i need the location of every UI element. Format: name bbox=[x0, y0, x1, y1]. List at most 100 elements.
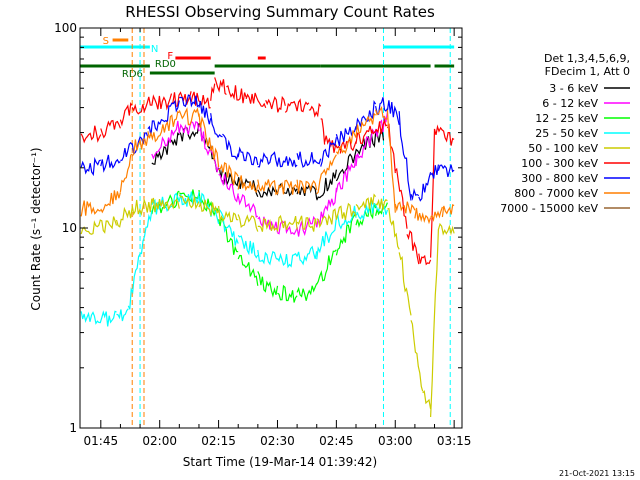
series-6-12-kev bbox=[151, 111, 388, 237]
legend-entry-label: 800 - 7000 keV bbox=[514, 187, 598, 200]
series-segment bbox=[316, 154, 337, 195]
series-segment bbox=[198, 192, 220, 224]
series-segment bbox=[324, 135, 341, 153]
legend-entry-label: 50 - 100 keV bbox=[528, 142, 598, 155]
axes: 1 10 100 01:45 02:00 02:15 02:30 02:45 03:00 03:1… bbox=[54, 21, 471, 448]
series-segment bbox=[218, 214, 239, 255]
series-segment bbox=[119, 102, 133, 127]
series-segment bbox=[277, 284, 298, 303]
x-tick-label: 02:00 bbox=[142, 434, 177, 448]
series-segment bbox=[406, 229, 420, 265]
series-800-7000-kev bbox=[80, 106, 455, 225]
series-segment bbox=[355, 112, 376, 137]
series-segment bbox=[151, 93, 173, 111]
series-segment bbox=[214, 77, 227, 96]
y-tick-label: 100 bbox=[54, 21, 77, 35]
series-segment bbox=[178, 120, 200, 135]
series-segment bbox=[355, 193, 377, 211]
series-segment bbox=[265, 95, 286, 113]
series-segment bbox=[218, 161, 239, 186]
series-segment bbox=[131, 197, 153, 216]
series-segment bbox=[296, 151, 322, 168]
series-segment bbox=[386, 109, 396, 213]
legend-entry-label: 100 - 300 keV bbox=[521, 157, 598, 170]
series-segment bbox=[147, 99, 180, 136]
series-segment bbox=[198, 125, 220, 173]
series-segment bbox=[316, 169, 337, 201]
series-segment bbox=[422, 390, 432, 410]
series-segment bbox=[296, 215, 318, 232]
series-segment bbox=[276, 179, 298, 195]
series-segment bbox=[237, 146, 259, 166]
series-segment bbox=[375, 111, 388, 137]
series-segment bbox=[151, 120, 180, 160]
legend-entry-label: 300 - 800 keV bbox=[521, 172, 598, 185]
series-segment bbox=[296, 183, 318, 200]
series-segment bbox=[80, 156, 102, 177]
series-300-800-kev bbox=[80, 94, 455, 202]
series-segment bbox=[222, 133, 239, 161]
series-segment bbox=[198, 113, 220, 168]
series-segment bbox=[131, 135, 149, 157]
x-tick-label: 02:30 bbox=[260, 434, 295, 448]
series-segment bbox=[198, 199, 220, 216]
series-segment bbox=[371, 118, 388, 135]
series-segment bbox=[80, 125, 102, 144]
series-segment bbox=[296, 245, 318, 266]
series-segment bbox=[375, 97, 388, 116]
series-segment bbox=[284, 98, 310, 113]
series-segment bbox=[218, 208, 239, 246]
series-segment bbox=[237, 254, 259, 286]
legend-header-line: FDecim 1, Att 0 bbox=[545, 65, 630, 78]
legend-entry-label: 25 - 50 keV bbox=[535, 127, 598, 140]
series-segment bbox=[276, 252, 298, 269]
series-segment bbox=[257, 217, 278, 232]
series-segment bbox=[178, 123, 200, 142]
series-segment bbox=[100, 154, 121, 173]
series-segment bbox=[437, 222, 455, 236]
x-axis-label: Start Time (19-Mar-14 01:39:42) bbox=[183, 455, 377, 469]
series-segment bbox=[210, 83, 216, 101]
series-segment bbox=[277, 219, 298, 236]
legend-entry-label: 12 - 25 keV bbox=[535, 112, 598, 125]
series-segment bbox=[355, 100, 377, 130]
series-segment bbox=[387, 207, 400, 250]
series-segment bbox=[115, 206, 133, 228]
series-segment bbox=[147, 110, 180, 143]
series-segment bbox=[119, 153, 133, 193]
series-segment bbox=[316, 187, 337, 228]
flag-label-s: S bbox=[103, 36, 109, 47]
x-tick-label: 02:15 bbox=[201, 434, 236, 448]
series-segment bbox=[335, 143, 365, 182]
series-segment bbox=[430, 206, 443, 222]
series-segment bbox=[398, 111, 412, 201]
series-segment bbox=[430, 164, 439, 179]
series-segment bbox=[257, 249, 278, 266]
series-segment bbox=[430, 128, 436, 258]
timestamp: 21-Oct-2021 13:15 bbox=[559, 469, 635, 478]
y-tick-label: 10 bbox=[62, 221, 77, 235]
series-segment bbox=[151, 192, 180, 215]
series-segment bbox=[276, 214, 298, 232]
series-segment bbox=[430, 229, 439, 418]
series-segment bbox=[178, 107, 200, 126]
series-segment bbox=[418, 253, 432, 266]
chart-title: RHESSI Observing Summary Count Rates bbox=[125, 3, 435, 21]
series-segment bbox=[218, 205, 239, 223]
series-segment bbox=[441, 204, 455, 218]
series-segment bbox=[218, 173, 239, 203]
series-segment bbox=[296, 283, 318, 301]
series-segment bbox=[433, 124, 455, 146]
series-segment bbox=[335, 154, 357, 193]
y-axis-label: Count Rate (s⁻¹ detector⁻¹) bbox=[29, 147, 43, 310]
series-segment bbox=[245, 92, 267, 109]
data-series bbox=[80, 77, 455, 418]
series-segment bbox=[120, 141, 133, 161]
mode-change-lines bbox=[79, 28, 451, 428]
series-segment bbox=[320, 118, 326, 145]
series-segment bbox=[237, 214, 259, 232]
series-segment bbox=[179, 94, 200, 108]
series-segment bbox=[363, 126, 385, 150]
flag-label-rd0: RD0 bbox=[155, 59, 176, 70]
